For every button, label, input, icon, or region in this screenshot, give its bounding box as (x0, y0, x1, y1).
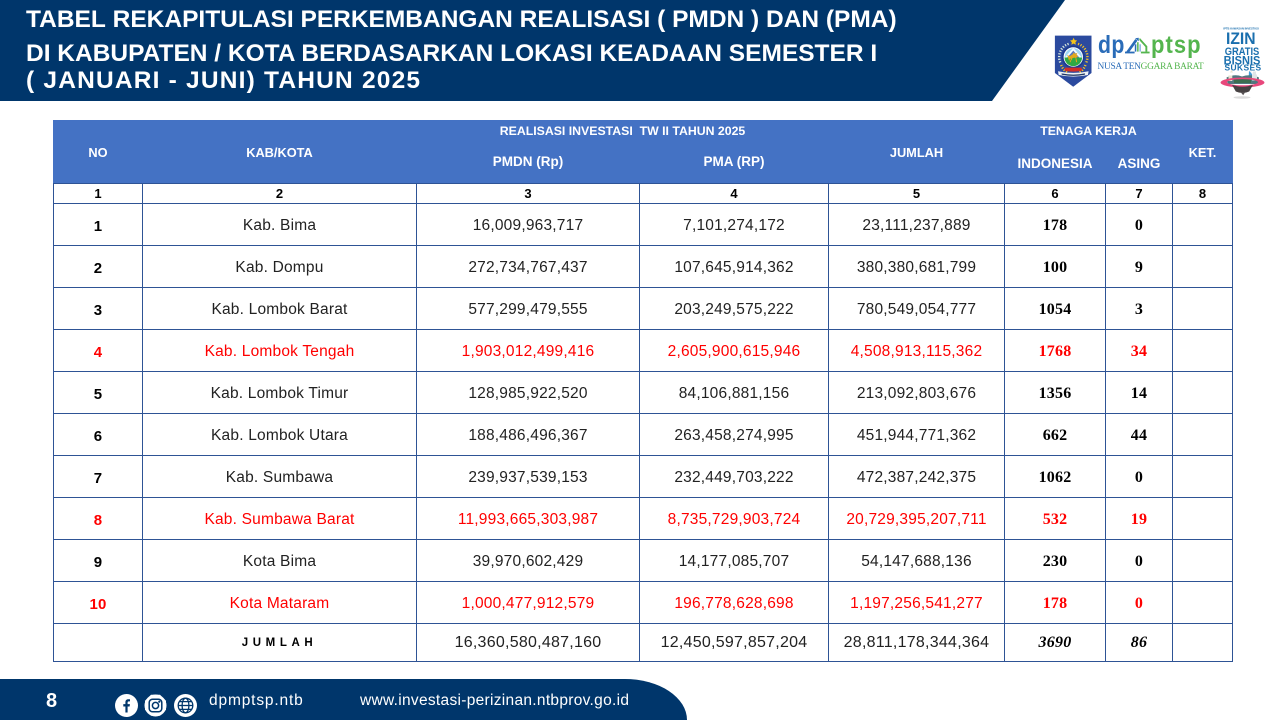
svg-text:NUSA TENGGARA BARAT: NUSA TENGGARA BARAT (1098, 62, 1205, 72)
svg-text:IZIN: IZIN (1226, 30, 1256, 48)
svg-text:ptsp: ptsp (1151, 31, 1202, 59)
svg-text:BISNIS: BISNIS (1224, 55, 1261, 67)
svg-text:SUKSES: SUKSES (1225, 63, 1262, 73)
svg-text:IPTB KAWASAN INVESTASI: IPTB KAWASAN INVESTASI (1223, 26, 1259, 30)
svg-text:dp: dp (1098, 31, 1125, 59)
svg-text:GRATIS: GRATIS (1225, 46, 1260, 58)
